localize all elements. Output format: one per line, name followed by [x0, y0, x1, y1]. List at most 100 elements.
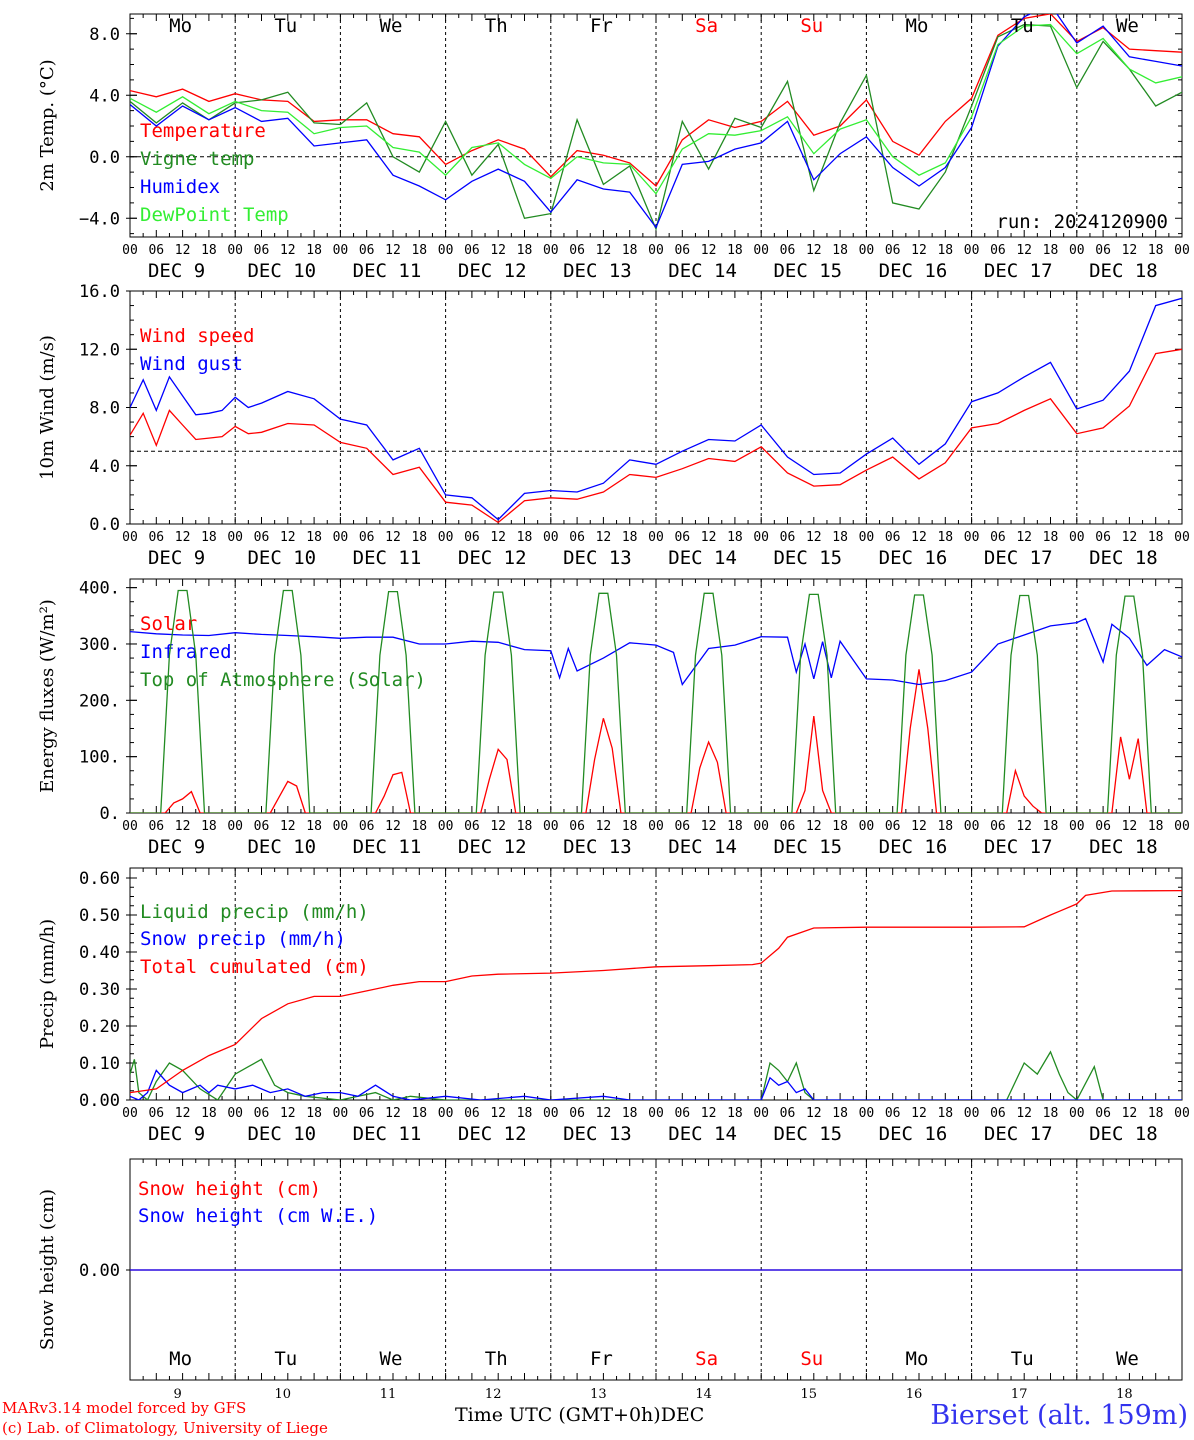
day-of-week-label: Mo [169, 1348, 192, 1370]
day-of-week-label: Sa [695, 1348, 718, 1370]
day-number-label: 13 [590, 1387, 607, 1402]
hour-tick-label: 00 [859, 1106, 875, 1121]
hour-tick-label: 06 [674, 243, 690, 258]
wind-legend-entry: Wind speed [140, 325, 254, 347]
temp-ytick-label: −4.0 [79, 209, 120, 229]
date-label: DEC 11 [353, 260, 422, 282]
hour-tick-label: 18 [411, 243, 427, 258]
date-label: DEC 14 [668, 836, 737, 858]
hour-tick-label: 12 [175, 243, 191, 258]
hour-tick-label: 12 [701, 1106, 717, 1121]
hour-tick-label: 00 [438, 530, 454, 545]
hour-tick-label: 00 [1174, 1106, 1190, 1121]
hour-tick-label: 18 [1148, 819, 1164, 834]
snow-legend-entry: Snow height (cm) [138, 1178, 321, 1200]
hour-tick-label: 18 [201, 243, 217, 258]
hour-tick-label: 00 [1174, 243, 1190, 258]
hour-tick-label: 00 [122, 819, 138, 834]
hour-tick-label: 06 [1095, 1106, 1111, 1121]
hour-tick-label: 06 [359, 819, 375, 834]
hour-tick-label: 06 [780, 1106, 796, 1121]
date-label: DEC 17 [984, 836, 1053, 858]
hour-tick-label: 18 [306, 243, 322, 258]
precip-legend-entry: Liquid precip (mm/h) [140, 901, 369, 923]
hour-tick-label: 12 [280, 819, 296, 834]
date-label: DEC 15 [773, 547, 842, 569]
hour-tick-label: 00 [333, 1106, 349, 1121]
hour-tick-label: 12 [175, 1106, 191, 1121]
hour-tick-label: 12 [596, 530, 612, 545]
hour-tick-label: 18 [201, 530, 217, 545]
hour-tick-label: 12 [490, 1106, 506, 1121]
hour-tick-label: 12 [806, 819, 822, 834]
temp-legend-entry: Temperature [140, 120, 266, 142]
hour-tick-label: 06 [1095, 243, 1111, 258]
hour-tick-label: 12 [701, 819, 717, 834]
hour-tick-label: 06 [1095, 530, 1111, 545]
hour-tick-label: 06 [674, 1106, 690, 1121]
hour-tick-label: 12 [385, 530, 401, 545]
hour-tick-label: 06 [464, 819, 480, 834]
hour-tick-label: 00 [964, 1106, 980, 1121]
hour-tick-label: 12 [701, 530, 717, 545]
energy-legend-entry: Top of Atmosphere (Solar) [140, 669, 426, 691]
precip-series-line [130, 1069, 1182, 1100]
hour-tick-label: 06 [254, 243, 270, 258]
day-number-label: 16 [906, 1387, 923, 1402]
hour-tick-label: 06 [780, 530, 796, 545]
hour-tick-label: 18 [727, 1106, 743, 1121]
hour-tick-label: 00 [753, 819, 769, 834]
day-of-week-label: Tu [274, 1348, 297, 1370]
hour-tick-label: 12 [1016, 243, 1032, 258]
date-label: DEC 13 [563, 1123, 632, 1145]
hour-tick-label: 00 [1069, 819, 1085, 834]
day-of-week-label: Mo [169, 15, 192, 37]
hour-tick-label: 18 [727, 243, 743, 258]
hour-tick-label: 06 [569, 243, 585, 258]
date-label: DEC 11 [353, 547, 422, 569]
hour-tick-label: 06 [464, 243, 480, 258]
day-number-label: 14 [695, 1387, 712, 1402]
time-axis-title-text: Time UTC (GMT+0h) [455, 1404, 661, 1426]
date-label: DEC 9 [148, 260, 205, 282]
hour-tick-label: 00 [859, 243, 875, 258]
day-number-label: 15 [801, 1387, 818, 1402]
hour-tick-label: 18 [832, 1106, 848, 1121]
hour-tick-label: 18 [622, 819, 638, 834]
wind-ytick-label: 12.0 [79, 340, 120, 360]
day-of-week-label: Su [800, 1348, 823, 1370]
hour-tick-label: 18 [622, 243, 638, 258]
hour-tick-label: 00 [648, 530, 664, 545]
hour-tick-label: 18 [306, 530, 322, 545]
energy-ytick-label: 0. [100, 804, 120, 824]
hour-tick-label: 18 [1148, 1106, 1164, 1121]
date-label: DEC 15 [773, 1123, 842, 1145]
hour-tick-label: 06 [885, 819, 901, 834]
date-label: DEC 15 [773, 260, 842, 282]
hour-tick-label: 00 [543, 243, 559, 258]
hour-tick-label: 18 [1148, 243, 1164, 258]
energy-ytick-label: 200. [79, 691, 120, 711]
hour-tick-label: 18 [201, 819, 217, 834]
date-label: DEC 16 [879, 1123, 948, 1145]
wind-series-line [130, 297, 1182, 521]
hour-tick-label: 18 [411, 530, 427, 545]
date-label: DEC 14 [668, 260, 737, 282]
hour-tick-label: 12 [280, 530, 296, 545]
hour-tick-label: 06 [464, 1106, 480, 1121]
day-of-week-label: Mo [906, 1348, 929, 1370]
day-number-label: 10 [275, 1387, 292, 1402]
hour-tick-label: 12 [806, 243, 822, 258]
date-label: DEC 18 [1089, 836, 1158, 858]
date-label: DEC 13 [563, 547, 632, 569]
hour-tick-label: 18 [937, 819, 953, 834]
hour-tick-label: 12 [1122, 243, 1138, 258]
energy-ylabel: Energy fluxes (W/m²) [37, 599, 58, 793]
hour-tick-label: 00 [122, 243, 138, 258]
hour-tick-label: 00 [227, 243, 243, 258]
hour-tick-label: 18 [517, 243, 533, 258]
hour-tick-label: 12 [490, 819, 506, 834]
hour-tick-label: 00 [227, 530, 243, 545]
hour-tick-label: 00 [1069, 1106, 1085, 1121]
hour-tick-label: 06 [569, 1106, 585, 1121]
